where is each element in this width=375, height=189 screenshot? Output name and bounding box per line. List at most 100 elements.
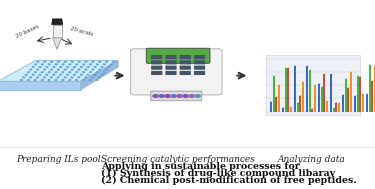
Polygon shape bbox=[81, 60, 118, 90]
Circle shape bbox=[82, 72, 84, 73]
Polygon shape bbox=[273, 75, 276, 76]
Circle shape bbox=[99, 69, 100, 70]
Text: Preparing ILs pool: Preparing ILs pool bbox=[16, 155, 100, 164]
Bar bbox=[326, 101, 328, 112]
Circle shape bbox=[80, 74, 82, 75]
Polygon shape bbox=[371, 80, 374, 81]
Polygon shape bbox=[335, 102, 338, 103]
FancyBboxPatch shape bbox=[165, 55, 177, 59]
Polygon shape bbox=[53, 38, 62, 49]
Circle shape bbox=[37, 77, 39, 78]
Bar bbox=[318, 84, 320, 112]
FancyBboxPatch shape bbox=[165, 66, 177, 70]
Circle shape bbox=[71, 61, 73, 62]
Circle shape bbox=[27, 80, 29, 81]
Polygon shape bbox=[52, 19, 63, 25]
Bar bbox=[342, 95, 344, 112]
Polygon shape bbox=[275, 96, 278, 97]
FancyBboxPatch shape bbox=[146, 48, 210, 63]
Circle shape bbox=[69, 64, 71, 65]
Circle shape bbox=[44, 61, 46, 62]
Circle shape bbox=[60, 74, 62, 75]
Bar bbox=[357, 76, 359, 112]
Circle shape bbox=[106, 61, 108, 62]
Polygon shape bbox=[0, 60, 118, 81]
Circle shape bbox=[99, 77, 100, 78]
Polygon shape bbox=[362, 93, 365, 94]
Circle shape bbox=[37, 61, 39, 62]
Polygon shape bbox=[278, 84, 281, 85]
Circle shape bbox=[34, 80, 36, 81]
Circle shape bbox=[66, 74, 68, 75]
FancyBboxPatch shape bbox=[180, 55, 191, 59]
Circle shape bbox=[153, 95, 158, 97]
Circle shape bbox=[96, 72, 98, 73]
Text: (2) Chemical post-modification of free peptides.: (2) Chemical post-modification of free p… bbox=[101, 176, 357, 185]
FancyBboxPatch shape bbox=[194, 66, 205, 70]
Polygon shape bbox=[318, 83, 321, 84]
Polygon shape bbox=[354, 95, 357, 96]
Bar bbox=[335, 103, 338, 112]
Bar bbox=[374, 66, 375, 112]
Text: Analyzing data: Analyzing data bbox=[278, 155, 345, 164]
Circle shape bbox=[75, 80, 77, 81]
Circle shape bbox=[69, 72, 71, 73]
Circle shape bbox=[41, 80, 43, 81]
Bar bbox=[302, 81, 304, 112]
Circle shape bbox=[34, 64, 36, 65]
Circle shape bbox=[76, 72, 78, 73]
Bar bbox=[290, 107, 292, 112]
Bar bbox=[273, 76, 275, 112]
Polygon shape bbox=[266, 55, 360, 115]
Polygon shape bbox=[357, 75, 360, 76]
FancyBboxPatch shape bbox=[194, 60, 205, 64]
Bar bbox=[270, 102, 272, 112]
Polygon shape bbox=[0, 81, 81, 90]
Bar bbox=[297, 102, 299, 112]
Circle shape bbox=[83, 64, 85, 65]
Bar bbox=[345, 79, 347, 112]
Circle shape bbox=[87, 74, 89, 75]
Bar bbox=[323, 74, 326, 112]
Polygon shape bbox=[270, 101, 273, 102]
Bar bbox=[354, 96, 356, 112]
Circle shape bbox=[71, 77, 73, 78]
Circle shape bbox=[39, 74, 41, 75]
Polygon shape bbox=[53, 25, 62, 38]
Circle shape bbox=[41, 72, 43, 73]
FancyBboxPatch shape bbox=[165, 60, 177, 64]
Bar bbox=[282, 108, 284, 112]
Circle shape bbox=[53, 74, 55, 75]
Polygon shape bbox=[345, 78, 348, 79]
Bar bbox=[359, 77, 362, 112]
Circle shape bbox=[85, 77, 87, 78]
Circle shape bbox=[48, 72, 50, 73]
Circle shape bbox=[78, 69, 80, 70]
Circle shape bbox=[78, 77, 80, 78]
Circle shape bbox=[44, 69, 45, 70]
Text: Screening catalytic performances: Screening catalytic performances bbox=[101, 155, 255, 164]
Bar bbox=[347, 88, 350, 112]
Circle shape bbox=[23, 77, 25, 78]
Bar bbox=[309, 70, 311, 112]
FancyBboxPatch shape bbox=[180, 71, 191, 75]
Circle shape bbox=[64, 77, 66, 78]
Circle shape bbox=[85, 61, 87, 62]
Circle shape bbox=[55, 64, 57, 65]
Bar bbox=[366, 94, 368, 112]
Circle shape bbox=[195, 95, 200, 97]
Circle shape bbox=[34, 72, 36, 73]
Bar bbox=[362, 94, 364, 112]
Polygon shape bbox=[342, 94, 345, 95]
Circle shape bbox=[96, 64, 98, 65]
Circle shape bbox=[55, 72, 57, 73]
Circle shape bbox=[44, 77, 45, 78]
Circle shape bbox=[48, 64, 50, 65]
Circle shape bbox=[55, 80, 57, 81]
Circle shape bbox=[21, 80, 22, 81]
Circle shape bbox=[177, 95, 182, 97]
Bar bbox=[299, 96, 302, 112]
Circle shape bbox=[85, 69, 87, 70]
Circle shape bbox=[105, 69, 107, 70]
Circle shape bbox=[89, 80, 91, 81]
